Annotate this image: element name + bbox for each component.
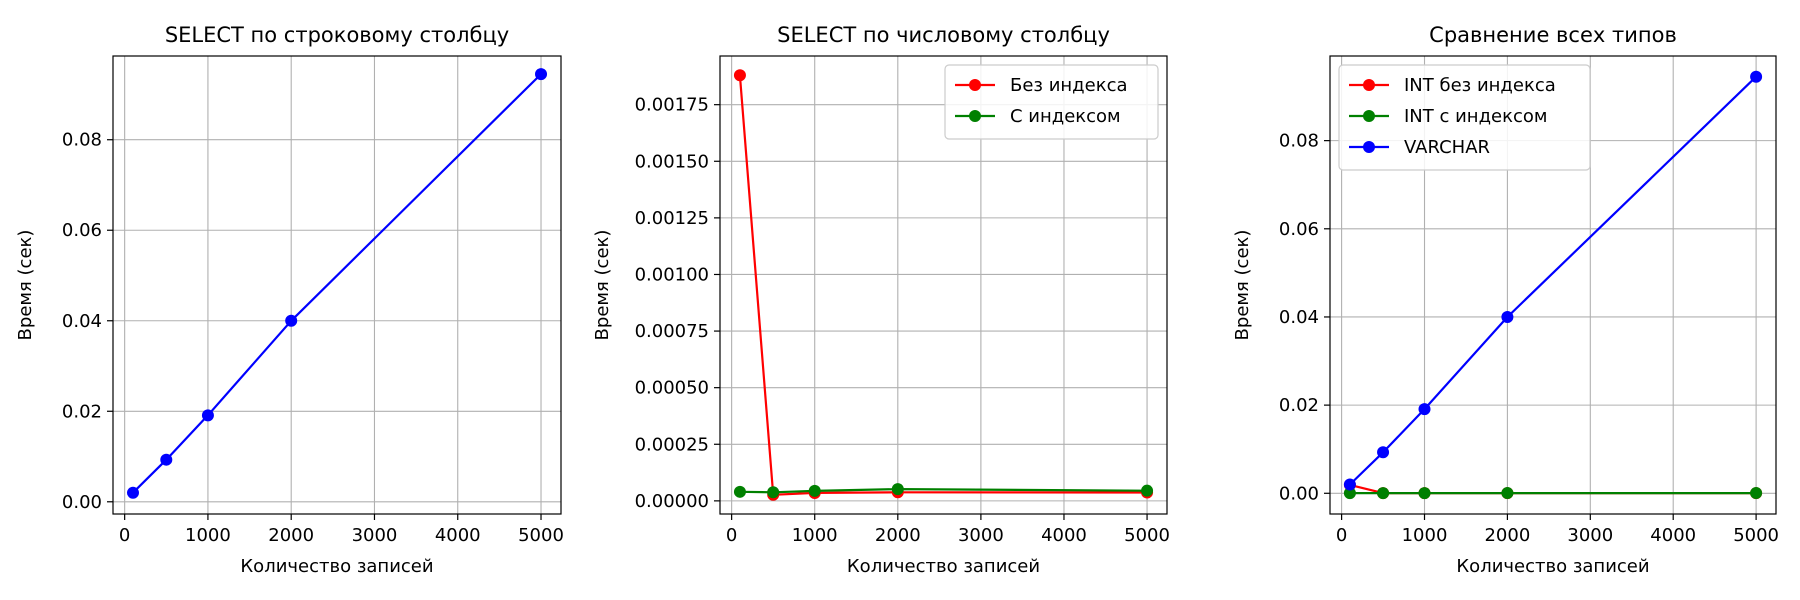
- legend: Без индекса С индексом: [944, 64, 1159, 140]
- x-tick-label: 2000: [875, 525, 921, 546]
- y-tick-label: 0.00150: [635, 151, 709, 172]
- y-tick-label: 0.08: [62, 130, 102, 151]
- data-point: [1750, 70, 1763, 83]
- axes-frame: [719, 55, 1168, 515]
- y-tick-label: 0.08: [1279, 131, 1319, 152]
- y-tick-label: 0.00075: [635, 321, 709, 342]
- axes-frame: [112, 55, 562, 515]
- x-tick-label: 1000: [1402, 525, 1448, 546]
- x-tick-label: 4000: [1041, 525, 1087, 546]
- x-tick-label: 4000: [1650, 525, 1696, 546]
- y-axis-label: Время (сек): [592, 230, 613, 341]
- y-tick-label: 0.02: [62, 401, 102, 422]
- data-point: [733, 69, 746, 82]
- data-point: [1343, 487, 1356, 500]
- x-tick-label: 3000: [352, 525, 398, 546]
- x-axis-label: Количество записей: [240, 556, 433, 577]
- x-tick-label: 2000: [1484, 525, 1530, 546]
- x-tick-label: 4000: [435, 525, 481, 546]
- data-point: [808, 484, 821, 497]
- x-tick-label: 5000: [1124, 525, 1170, 546]
- y-tick-label: 0.00: [1279, 483, 1319, 504]
- data-point: [767, 486, 780, 499]
- data-point: [1141, 484, 1154, 497]
- legend: INT без индекса INT с индексом VARCHAR: [1338, 64, 1591, 171]
- x-tick-label: 5000: [518, 525, 564, 546]
- data-point: [160, 453, 173, 466]
- chart-1: 0 1000 2000 3000 4000 5000 0.00 0.02 0.04 0.06 0.0…: [15, 23, 564, 577]
- legend-label: Без индекса: [1010, 75, 1128, 96]
- x-axis-label: Количество записей: [1456, 556, 1649, 577]
- data-point: [1343, 478, 1356, 491]
- data-point: [1377, 446, 1390, 459]
- y-tick-label: 0.04: [1279, 307, 1319, 328]
- legend-marker: [1363, 141, 1375, 153]
- legend-box: [944, 64, 1159, 140]
- series-line-1: [1349, 483, 1757, 495]
- y-tick-label: 0.04: [62, 311, 102, 332]
- x-tick-label: 0: [119, 525, 130, 546]
- legend-label: INT без индекса: [1404, 75, 1556, 96]
- data-point: [1418, 487, 1431, 500]
- legend-marker: [969, 110, 981, 122]
- data-point: [126, 486, 139, 499]
- legend-marker: [1363, 79, 1375, 91]
- data-point: [1501, 487, 1514, 500]
- x-axis-label: Количество записей: [847, 556, 1040, 577]
- legend-marker: [1363, 110, 1375, 122]
- y-tick-label: 0.06: [62, 220, 102, 241]
- x-tick-label: 1000: [185, 525, 231, 546]
- y-axis-label: Время (сек): [15, 230, 36, 341]
- data-point: [1750, 487, 1763, 500]
- data-point: [1377, 487, 1390, 500]
- data-point: [535, 68, 548, 81]
- data-point: [285, 314, 298, 327]
- y-tick-label: 0.00050: [635, 378, 709, 399]
- data-point: [1501, 310, 1514, 323]
- x-tick-label: 2000: [268, 525, 314, 546]
- chart-title: Сравнение всех типов: [1429, 23, 1677, 47]
- chart-2: 0 1000 2000 3000 4000 5000 0.00000 0.00025 0.000…: [592, 23, 1170, 577]
- y-axis-label: Время (сек): [1232, 230, 1253, 341]
- y-tick-label: 0.00175: [635, 95, 709, 116]
- y-tick-label: 0.00025: [635, 434, 709, 455]
- y-tick-label: 0.02: [1279, 395, 1319, 416]
- x-tick-label: 3000: [1567, 525, 1613, 546]
- data-point: [733, 485, 746, 498]
- chart-3: 0 1000 2000 3000 4000 5000 0.00 0.02 0.04 0.06 0.0…: [1232, 23, 1779, 577]
- y-tick-label: 0.00100: [635, 264, 709, 285]
- x-tick-label: 0: [1336, 525, 1347, 546]
- legend-marker: [969, 79, 981, 91]
- axes-frame: [1329, 55, 1777, 515]
- chart-title: SELECT по строковому столбцу: [165, 23, 509, 47]
- x-tick-label: 0: [726, 525, 737, 546]
- series-line-1: [132, 73, 542, 494]
- x-tick-label: 3000: [958, 525, 1004, 546]
- x-tick-label: 1000: [792, 525, 838, 546]
- chart-title: SELECT по числовому столбцу: [777, 23, 1110, 47]
- legend-box: [1338, 64, 1591, 171]
- data-point: [201, 409, 214, 422]
- legend-label: VARCHAR: [1404, 137, 1490, 158]
- legend-label: INT с индексом: [1404, 106, 1547, 127]
- data-point: [891, 483, 904, 496]
- y-tick-label: 0.00125: [635, 208, 709, 229]
- data-point: [1418, 403, 1431, 416]
- y-tick-label: 0.00000: [635, 491, 709, 512]
- y-tick-label: 0.06: [1279, 219, 1319, 240]
- legend-label: С индексом: [1010, 106, 1121, 127]
- y-tick-label: 0.00: [62, 492, 102, 513]
- x-tick-label: 5000: [1733, 525, 1779, 546]
